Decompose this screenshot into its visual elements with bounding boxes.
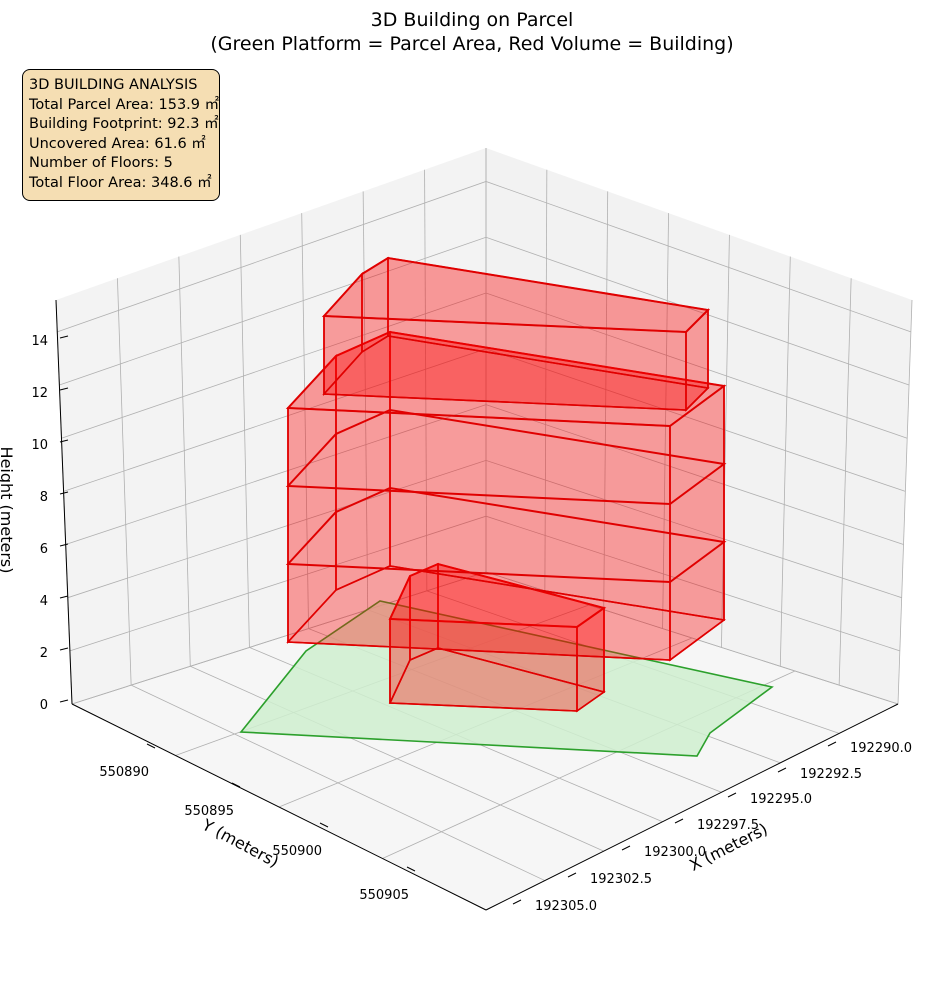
grid-line — [897, 299, 913, 705]
x-axis-line — [485, 703, 899, 911]
grid-line — [362, 191, 369, 610]
grid-line — [71, 571, 487, 705]
info-total-parcel-area: Total Parcel Area: 153.9 ㎡ — [29, 96, 220, 113]
y-axis-label: Y (meters) — [198, 815, 282, 872]
y-tick-label: 550905 — [359, 888, 409, 903]
z-tick-label: 12 — [31, 386, 48, 401]
x-tick — [567, 872, 577, 878]
z-tick-label: 8 — [40, 490, 48, 505]
chart-subtitle: (Green Platform = Parcel Area, Red Volum… — [210, 33, 733, 55]
y-tick — [319, 822, 329, 828]
grid-line — [65, 404, 904, 545]
info-header: 3D BUILDING ANALYSIS — [29, 77, 198, 93]
chart-title: 3D Building on Parcel — [371, 9, 574, 31]
z-tick — [59, 491, 69, 495]
z-axis-label: Height (meters) — [0, 447, 16, 574]
grid-line — [178, 256, 191, 667]
z-tick-label: 14 — [31, 334, 48, 349]
x-tick-label: 192297.5 — [697, 818, 759, 833]
z-tick — [59, 699, 69, 703]
grid-line — [544, 169, 548, 591]
y-tick-label: 550895 — [184, 804, 234, 819]
y-tick — [146, 743, 156, 749]
floor-slab — [285, 408, 727, 506]
x-tick — [827, 741, 837, 747]
grid-line — [67, 459, 902, 599]
z-tick — [59, 387, 69, 391]
x-tick-label: 192290.0 — [850, 741, 912, 756]
x-tick-label: 192300.0 — [644, 845, 706, 860]
z-tick — [59, 439, 69, 443]
building-roof-face — [321, 256, 711, 334]
z-tick-label: 0 — [40, 698, 48, 713]
info-uncovered-area: Uncovered Area: 61.6 ㎡ — [29, 135, 206, 152]
building-block-top — [321, 256, 711, 412]
x-tick — [621, 845, 631, 851]
z-tick — [59, 647, 69, 651]
x-tick-label: 192302.5 — [590, 872, 652, 887]
pane-back-left — [56, 148, 486, 704]
floor-slab — [285, 486, 727, 584]
grid-line — [117, 278, 132, 686]
grid-line — [838, 278, 852, 686]
z-tick-label: 2 — [40, 646, 48, 661]
building-roof-face — [388, 562, 607, 629]
x-tick — [777, 767, 787, 773]
x-tick-label: 192305.0 — [535, 899, 597, 914]
z-tick — [59, 335, 69, 339]
y-tick-label: 550890 — [99, 765, 149, 780]
x-tick — [727, 792, 737, 798]
building-block-middle — [285, 330, 727, 662]
analysis-info-box: 3D BUILDING ANALYSIS Total Parcel Area: … — [22, 69, 220, 201]
grid-line — [63, 348, 906, 492]
building-floor-face — [286, 565, 727, 661]
x-tick-label: 192292.5 — [800, 767, 862, 782]
grid-line — [239, 234, 250, 648]
axes-lines — [55, 299, 899, 911]
grid-line — [61, 292, 908, 439]
parcel-platform — [239, 600, 774, 757]
grid-line — [662, 213, 669, 629]
tick-labels: 0 2 4 6 8 10 12 14 550890 550895 550900 550905 19229… — [31, 334, 912, 914]
z-tick — [59, 543, 69, 547]
z-tick — [59, 595, 69, 599]
info-total-floor-area: Total Floor Area: 348.6 ㎡ — [29, 174, 212, 191]
grid-line — [603, 191, 609, 610]
x-tick — [674, 818, 684, 824]
z-tick-label: 10 — [31, 438, 48, 453]
y-tick — [231, 782, 241, 788]
grid-line — [57, 181, 912, 333]
grid-line — [721, 234, 730, 648]
x-tick-label: 192295.0 — [750, 792, 812, 807]
z-tick-label: 6 — [40, 542, 48, 557]
building-floor-face — [388, 647, 606, 712]
y-tick-label: 550900 — [272, 844, 322, 859]
building-block-ground — [388, 562, 607, 713]
building-floor-face — [322, 335, 710, 411]
x-tick — [512, 899, 522, 905]
floor-slab-lines — [285, 408, 727, 584]
y-tick — [406, 866, 416, 872]
grid-line — [301, 213, 309, 629]
grid-line — [59, 236, 910, 386]
info-number-of-floors: Number of Floors: 5 — [29, 155, 173, 172]
grid-line — [779, 256, 791, 667]
building-roof-face — [285, 330, 727, 428]
pane-back-right — [486, 148, 912, 704]
grid-line — [424, 169, 428, 591]
z-tick-label: 4 — [40, 594, 48, 609]
building-volume — [285, 256, 727, 713]
y-axis-line — [71, 703, 487, 911]
grid-line — [69, 515, 900, 652]
info-building-footprint: Building Footprint: 92.3 ㎡ — [29, 116, 219, 133]
z-axis-line — [55, 299, 73, 705]
